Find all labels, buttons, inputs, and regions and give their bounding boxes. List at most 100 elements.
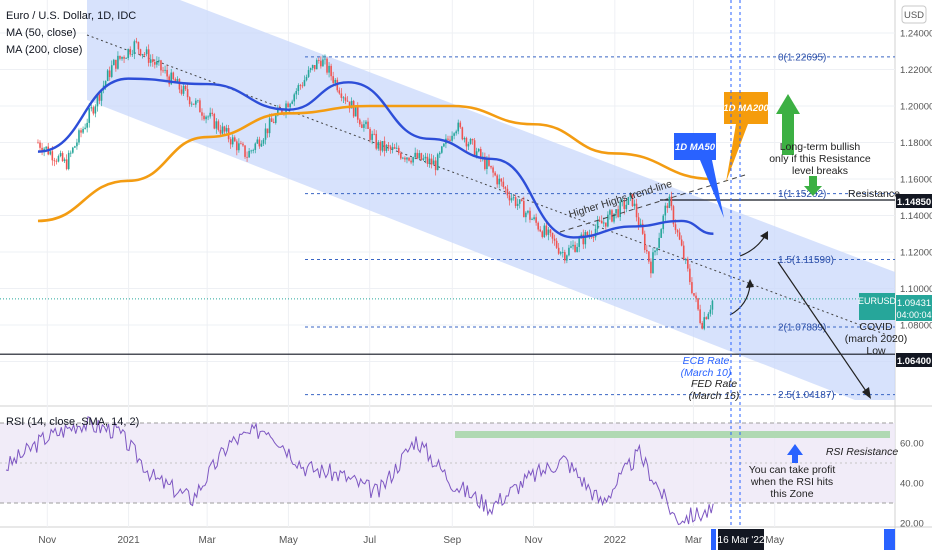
candle-body <box>106 70 109 82</box>
candle-body <box>332 76 334 83</box>
candle-body <box>49 151 52 155</box>
candle-body <box>426 156 429 164</box>
candle-body <box>566 255 568 261</box>
fib-level-label: 1.5(1.11590) <box>778 255 834 266</box>
candle-body <box>670 196 673 207</box>
candle-body <box>486 159 488 169</box>
candle-body <box>219 129 222 134</box>
candle-body <box>539 229 542 232</box>
horizontal-levels <box>0 199 895 355</box>
fib-level-label: 1(1.15202) <box>778 189 826 200</box>
candle-body <box>584 232 587 245</box>
candle-body <box>420 153 423 160</box>
candle-body <box>221 126 224 134</box>
candle-body <box>139 49 142 56</box>
down-arrow-icon <box>804 176 822 196</box>
candle-body <box>545 225 548 235</box>
covid-low-note: COVID (march 2020) Low <box>845 321 907 357</box>
candle-body <box>225 128 228 132</box>
candle-body <box>154 61 156 65</box>
candle-body <box>367 121 369 129</box>
candle-body <box>609 210 611 215</box>
candle-body <box>252 150 255 151</box>
candle-body <box>412 157 414 163</box>
candle-body <box>438 152 441 155</box>
text-line: FED Rate <box>691 378 737 390</box>
text-line: Long-term bullish <box>780 141 861 153</box>
candle-body <box>262 139 265 144</box>
candle-body <box>643 233 646 250</box>
rebound-arrow-head <box>760 231 768 240</box>
candle-body <box>506 188 509 196</box>
candle-body <box>527 210 529 213</box>
candle-body <box>156 61 158 65</box>
candle-body <box>199 100 201 113</box>
candle-body <box>410 160 412 163</box>
current-price: 1.09431 <box>897 298 931 309</box>
candle-body <box>541 231 544 237</box>
candle-body <box>67 152 70 170</box>
candle-body <box>131 53 134 55</box>
fib-level-label: 2(1.07889) <box>778 323 826 334</box>
candle-body <box>693 293 695 296</box>
candle-body <box>264 128 267 140</box>
currency-badge[interactable] <box>901 5 927 24</box>
candle-body <box>86 122 88 128</box>
candle-body <box>92 107 95 114</box>
candle-body <box>197 100 199 102</box>
candle-body <box>135 41 138 43</box>
candle-body <box>309 68 312 71</box>
ma50-legend[interactable]: MA (50, close) <box>6 27 76 39</box>
ma200-legend[interactable]: MA (200, close) <box>6 44 82 56</box>
candle-body <box>432 160 435 165</box>
candle-body <box>564 252 566 261</box>
candle-body <box>678 232 681 240</box>
candle-body <box>646 249 648 252</box>
candle-body <box>340 93 343 98</box>
candle-body <box>436 154 439 171</box>
text-line: Low <box>866 345 886 357</box>
candle-body <box>242 143 244 146</box>
current-price-box <box>896 295 932 321</box>
candle-body <box>453 133 455 136</box>
candle-body <box>492 167 494 173</box>
candle-body <box>596 220 599 229</box>
candle-body <box>615 209 617 214</box>
candle-body <box>359 119 361 125</box>
time-axis-end-marker <box>884 529 895 550</box>
candle-body <box>465 137 468 147</box>
resistance-price-box <box>896 194 932 208</box>
candle-body <box>41 147 43 152</box>
rsi-tick: 20.00 <box>900 519 924 530</box>
symbol-price-box <box>859 293 895 320</box>
candle-body <box>371 133 373 140</box>
candle-body <box>617 209 619 217</box>
candle-body <box>641 223 644 234</box>
candle-body <box>213 113 216 129</box>
candle-body <box>127 48 129 59</box>
candle-body <box>447 138 449 140</box>
rebound-arrow <box>739 235 766 257</box>
candle-body <box>475 151 478 157</box>
candle-body <box>676 230 679 233</box>
time-tick: Nov <box>525 535 543 546</box>
candle-body <box>424 156 427 159</box>
time-tick: Jul <box>363 535 376 546</box>
time-tick: 2021 <box>117 535 140 546</box>
fed-rate-note: FED Rate (March 16) <box>689 378 740 402</box>
candle-body <box>270 118 273 122</box>
candle-body <box>176 79 179 84</box>
candle-body <box>90 107 93 109</box>
candle-body <box>600 220 603 224</box>
time-tick: May <box>279 535 298 546</box>
rsi-legend[interactable]: RSI (14, close, SMA, 14, 2) <box>6 416 139 428</box>
price-tick: 1.16000 <box>900 175 932 186</box>
time-tick: Mar <box>199 535 217 546</box>
candle-body <box>473 140 476 157</box>
rsi-indicator <box>5 416 714 526</box>
candle-body <box>195 100 197 105</box>
ma200-line <box>37 104 714 223</box>
candle-body <box>430 158 433 165</box>
candle-body <box>543 225 546 237</box>
